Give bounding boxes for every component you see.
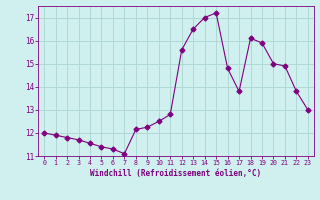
X-axis label: Windchill (Refroidissement éolien,°C): Windchill (Refroidissement éolien,°C) (91, 169, 261, 178)
